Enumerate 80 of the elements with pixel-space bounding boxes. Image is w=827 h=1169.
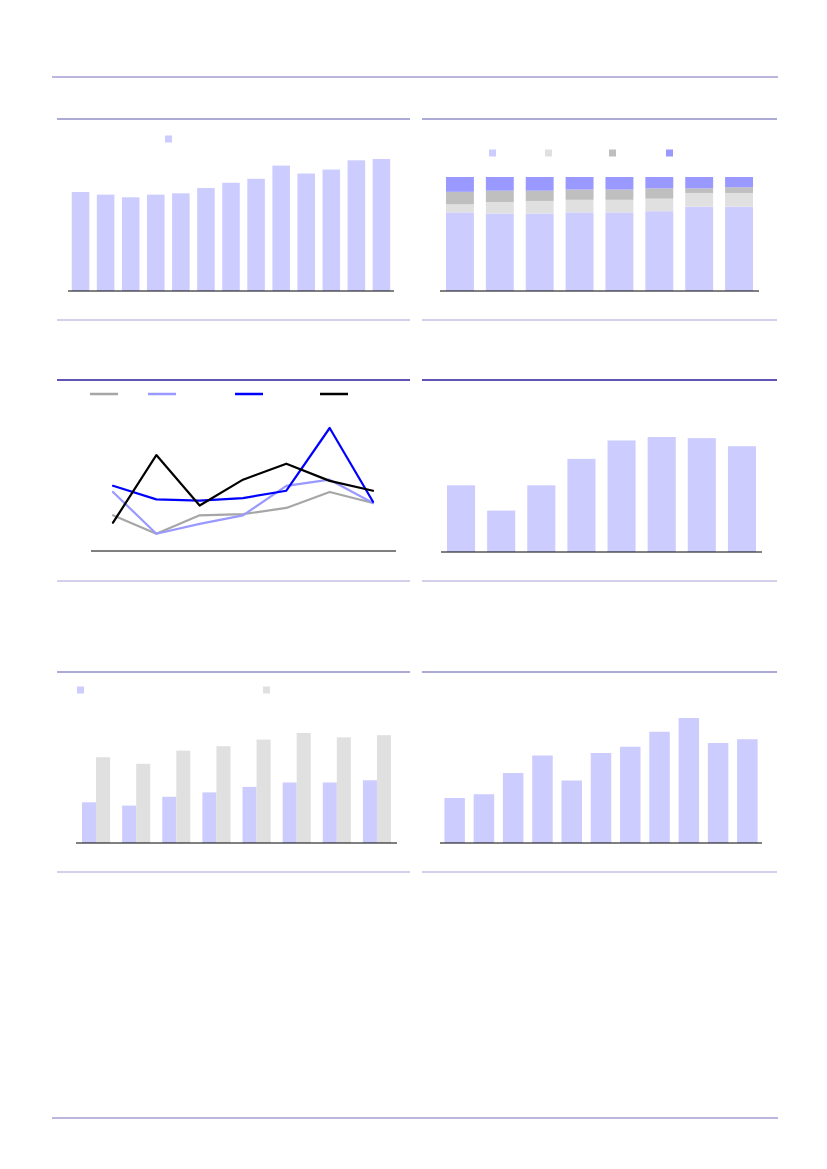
bar (485, 213, 514, 291)
bar (565, 199, 594, 213)
bar (727, 446, 756, 552)
bar (725, 206, 754, 291)
bar (176, 750, 191, 843)
bar (685, 177, 714, 189)
bar (502, 773, 524, 843)
bar (565, 212, 594, 291)
bar (82, 802, 97, 843)
bar (485, 202, 514, 214)
bar (322, 169, 341, 291)
bar (445, 177, 474, 192)
bar (607, 440, 636, 552)
bar (565, 177, 594, 190)
bar (372, 159, 391, 291)
bar (525, 213, 554, 291)
bar (347, 160, 366, 291)
bar (645, 177, 674, 189)
bar (122, 805, 137, 843)
bar (197, 188, 215, 291)
bar (473, 794, 495, 843)
bar (202, 792, 217, 843)
bar (605, 189, 634, 200)
bar (445, 204, 474, 213)
bar (647, 437, 676, 552)
bar (737, 739, 758, 843)
bar (707, 743, 729, 843)
bar (282, 782, 297, 843)
bar (222, 182, 240, 291)
bar (136, 763, 151, 843)
bar (645, 188, 674, 199)
bar (216, 746, 231, 843)
bar (172, 193, 190, 291)
bar (297, 173, 316, 291)
bar (256, 739, 271, 843)
bar (590, 753, 612, 843)
bar (322, 782, 337, 843)
bar (685, 188, 714, 193)
bar (525, 177, 554, 191)
bar (71, 192, 90, 291)
bar (362, 780, 377, 843)
bar (121, 197, 140, 291)
bar (272, 165, 290, 291)
bar (685, 206, 714, 291)
bar (678, 718, 700, 843)
bar (649, 731, 670, 843)
bar (146, 194, 165, 291)
bar (487, 510, 516, 552)
bar (242, 786, 257, 843)
bar (485, 190, 514, 203)
bar (605, 212, 634, 291)
bar (685, 192, 714, 207)
bar (525, 200, 554, 214)
bar (725, 177, 754, 188)
bar (605, 177, 634, 190)
bar (296, 733, 311, 843)
bar (605, 199, 634, 213)
bar (96, 194, 115, 291)
bar (336, 737, 351, 843)
bar (645, 198, 674, 212)
bar (565, 189, 594, 200)
bar (725, 192, 754, 207)
bar (445, 191, 474, 205)
bar (532, 755, 553, 843)
bar (620, 746, 641, 843)
bar (527, 485, 556, 552)
bar (96, 757, 111, 843)
bar (567, 458, 596, 552)
bar (485, 177, 514, 191)
bar (445, 212, 474, 291)
bar (561, 780, 582, 843)
bar (162, 796, 177, 843)
bar (247, 178, 265, 291)
bar (447, 485, 476, 552)
bar (725, 187, 754, 193)
bar (645, 211, 674, 291)
bar (376, 735, 391, 843)
bar (525, 190, 554, 201)
bar (687, 438, 716, 552)
bar (444, 798, 465, 843)
